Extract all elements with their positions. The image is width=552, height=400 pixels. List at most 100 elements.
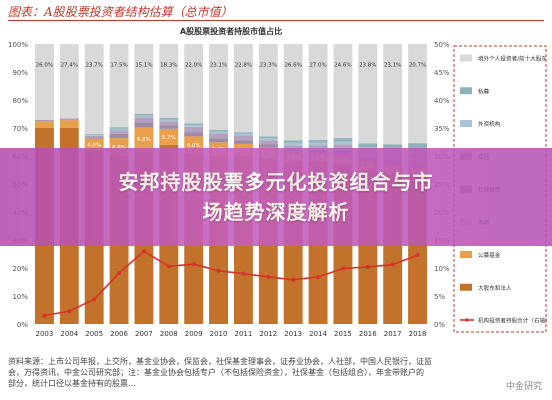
bar-segment-social_security — [59, 119, 79, 121]
bar-segment-foreign_top_individuals — [283, 44, 303, 141]
x-tick-label: 2009 — [185, 330, 203, 338]
figure-title: 图表：A股股票投资者结构估算（总市值） — [8, 5, 233, 19]
bar-segment-foreign_top_individuals — [184, 44, 204, 124]
bar-segment-foreign_top_individuals — [84, 44, 104, 134]
bar-segment-insurance — [308, 145, 328, 150]
headline-line-1: 安邦持股股票多元化投资组合与市 — [118, 170, 434, 194]
bar-segment-private_fund — [134, 114, 154, 116]
legend-label: 公募基金 — [478, 251, 501, 259]
legend-label: 境外个人投资者/前十大股东 — [478, 55, 547, 63]
bar-top-label: 20.7% — [409, 62, 426, 68]
x-tick-label: 2012 — [259, 330, 277, 338]
bar-segment-qfii — [308, 142, 328, 146]
bar-top-label: 27.4% — [61, 62, 78, 68]
bar-fund-label: 6.8% — [137, 137, 151, 143]
bar-segment-social_security — [84, 137, 104, 139]
bar-segment-insurance — [283, 145, 303, 150]
bar-segment-foreign_top_individuals — [258, 44, 278, 137]
bar-segment-qfii — [184, 125, 204, 127]
bar-segment-insurance — [233, 135, 253, 141]
y2-tick-label: 10% — [434, 265, 450, 273]
bar-segment-foreign_top_individuals — [333, 44, 353, 139]
legend-swatch-point — [465, 318, 469, 322]
institutional-total-line — [44, 250, 418, 317]
y2-tick-label: 35% — [434, 125, 450, 133]
bar-segment-foreign_top_individuals — [34, 44, 54, 120]
bar-segment-public_fund — [59, 120, 79, 128]
bar-segment-social_security — [184, 132, 204, 137]
legend-swatch-private_fund — [460, 87, 472, 95]
line-point — [92, 297, 97, 302]
bar-segment-private_fund — [358, 143, 378, 148]
x-tick-label: 2013 — [284, 330, 302, 338]
bar-segment-private_fund — [84, 133, 104, 135]
bar-top-label: 22.0% — [185, 62, 202, 68]
y-tick-label: 70% — [12, 125, 28, 133]
y2-tick-label: 50% — [434, 41, 450, 49]
bar-top-label: 23.1% — [210, 62, 227, 68]
bar-top-label: 26.0% — [36, 62, 53, 68]
bar-segment-insurance — [159, 121, 179, 126]
bar-segment-qfii — [333, 141, 353, 145]
x-tick-label: 2018 — [409, 330, 427, 338]
line-point — [166, 264, 171, 269]
bar-segment-qfii — [283, 142, 303, 146]
bar-segment-private_fund — [159, 117, 179, 120]
bar-top-label: 22.8% — [235, 62, 252, 68]
bar-segment-social_security — [258, 144, 278, 148]
legend-label: 外资机构 — [478, 120, 501, 128]
bar-segment-qfii — [134, 115, 154, 118]
bar-segment-private_fund — [209, 129, 229, 132]
bar-top-label: 23.8% — [359, 62, 376, 68]
x-tick-label: 2005 — [85, 330, 103, 338]
bar-segment-private_fund — [333, 138, 353, 142]
chart-title: A股股票投资者持股市值占比 — [180, 26, 282, 36]
bar-segment-qfii — [159, 119, 179, 122]
title-divider — [8, 20, 544, 21]
line-point — [241, 271, 246, 276]
legend-label: 机构投资者持股合计（右轴） — [478, 317, 551, 325]
x-tick-label: 2017 — [384, 330, 402, 338]
y2-tick-label: 45% — [434, 69, 450, 77]
legend-label: 私募 — [478, 87, 490, 95]
watermark: 中金研究 — [505, 382, 542, 392]
x-tick-label: 2004 — [60, 330, 78, 338]
legend-label: 大股东和法人 — [478, 284, 512, 292]
bar-segment-foreign_top_individuals — [383, 44, 403, 145]
line-point — [415, 253, 420, 258]
bar-segment-qfii — [209, 131, 229, 134]
bar-top-label: 27.0% — [309, 62, 326, 68]
bar-segment-insurance — [34, 119, 54, 121]
bar-top-label: 23.1% — [384, 62, 401, 68]
y-tick-label: 20% — [12, 265, 28, 273]
bar-segment-foreign_top_individuals — [159, 44, 179, 118]
bar-top-label: 15.1% — [135, 62, 152, 68]
bar-segment-foreign_top_individuals — [59, 44, 79, 119]
bar-segment-public_fund — [84, 138, 104, 151]
bar-segment-insurance — [59, 118, 79, 120]
bar-segment-public_fund — [34, 121, 54, 128]
bar-segment-private_fund — [383, 144, 403, 150]
line-point — [67, 309, 72, 314]
y-tick-label: 100% — [8, 41, 28, 49]
source-line-2: 会，万得资讯，中金公司研究部；注：基金业协会包括专户（不包括保险资金），社保基金… — [8, 368, 424, 377]
bar-segment-social_security — [159, 125, 179, 129]
bar-top-label: 23.3% — [260, 62, 277, 68]
legend-swatch-public_fund — [460, 251, 472, 258]
x-tick-label: 2016 — [359, 330, 377, 338]
headline-banner: 安邦持股股票多元化投资组合与市 场趋势深度解析 — [0, 148, 552, 246]
bar-segment-foreign_top_individuals — [109, 44, 129, 128]
bar-segment-foreign_top_individuals — [408, 44, 428, 144]
y2-tick-label: 0% — [434, 321, 445, 329]
x-tick-label: 2008 — [160, 330, 178, 338]
bar-segment-private_fund — [258, 136, 278, 139]
bar-fund-label: 5.7% — [162, 135, 176, 141]
bar-segment-foreign_top_individuals — [358, 44, 378, 144]
bar-segment-insurance — [134, 117, 154, 123]
y2-tick-label: 5% — [434, 293, 445, 301]
x-tick-label: 2014 — [309, 330, 327, 338]
bar-segment-private_fund — [109, 127, 129, 129]
y2-tick-label: 40% — [434, 97, 450, 105]
bar-segment-social_security — [233, 140, 253, 144]
bar-segment-private_fund — [233, 132, 253, 134]
